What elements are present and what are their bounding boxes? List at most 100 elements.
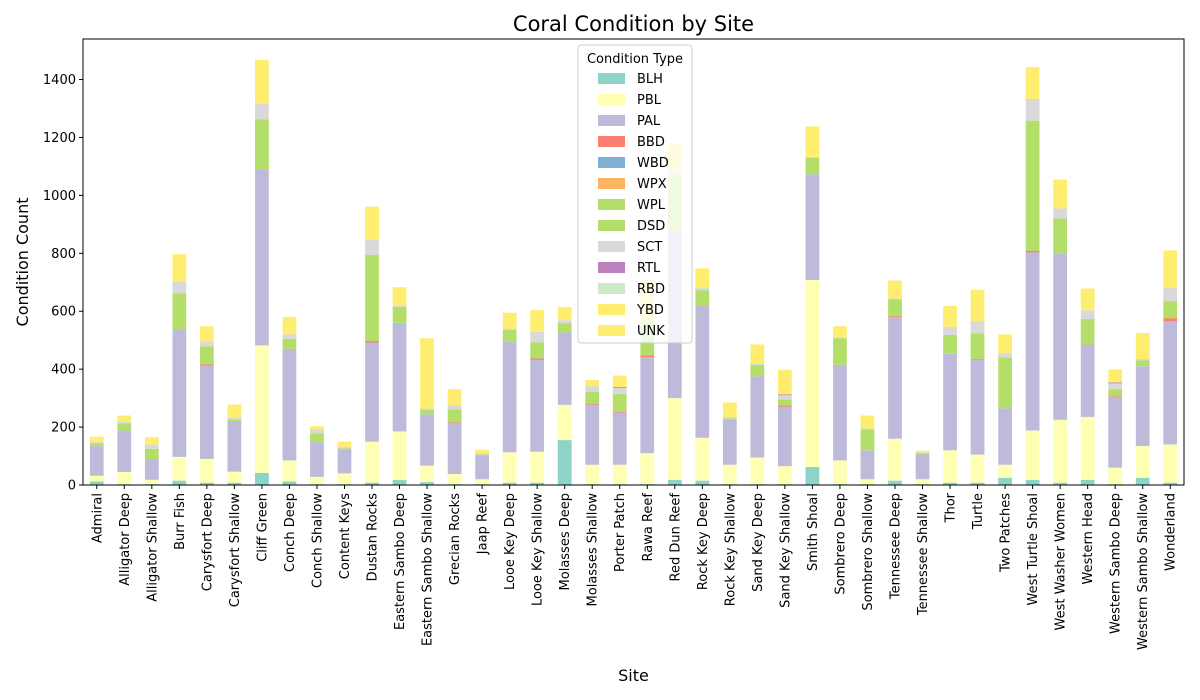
bar-segment-pal-25 — [778, 406, 792, 467]
legend-swatch-pbl — [598, 94, 625, 105]
bar-segment-pbl-23 — [722, 464, 737, 485]
bar-segment-ybd-36 — [1080, 288, 1095, 311]
bar-segment-pbl-0 — [89, 475, 104, 482]
bar-segment-pal-5 — [227, 421, 242, 472]
x-tick-label: Western Head — [1081, 493, 1096, 584]
bar-segment-wpl-13 — [447, 409, 462, 423]
bar-segment-pal-36 — [1080, 344, 1095, 417]
bar-segment-pbl-24 — [750, 457, 765, 485]
bar-segment-pal-2 — [144, 458, 159, 480]
x-tick-label: Looe Key Shallow — [531, 493, 546, 606]
bar-segment-pal-14 — [475, 456, 489, 480]
bar-segment-pbl-26 — [805, 279, 820, 468]
bar-segment-pbl-31 — [943, 450, 957, 483]
y-tick-label: 1400 — [43, 73, 76, 88]
bar-segment-wpl-6 — [255, 119, 269, 170]
x-tick-label: West Turtle Shoal — [1026, 493, 1041, 606]
bar-segment-ybd-27 — [833, 326, 847, 338]
bar-segment-blh-4 — [199, 482, 214, 485]
x-tick-label: Western Sambo Deep — [1109, 493, 1124, 634]
bar-segment-blh-32 — [970, 482, 985, 485]
legend-swatch-pal — [598, 115, 625, 126]
bar-segment-rtl-19 — [612, 387, 627, 388]
bar-segment-pal-37 — [1108, 397, 1123, 468]
bar-segment-sct-3 — [172, 281, 187, 294]
bar-segment-ybd-6 — [255, 59, 269, 104]
bar-segment-pal-15 — [502, 341, 517, 453]
bar-segment-sct-14 — [475, 453, 489, 455]
bar-segment-ybd-26 — [805, 126, 820, 157]
bar-segment-sct-6 — [255, 103, 269, 120]
bar-segment-pbl-6 — [255, 345, 269, 473]
bar-segment-wpl-4 — [199, 346, 214, 365]
bar-segment-pal-12 — [420, 414, 434, 466]
bar-segment-sct-0 — [89, 441, 104, 444]
x-tick-label: Looe Key Deep — [503, 493, 518, 590]
bar-segment-pal-26 — [805, 174, 820, 280]
bar-segment-ybd-0 — [89, 436, 104, 442]
bar-segment-blh-12 — [420, 482, 434, 485]
bar-segment-pbl-21 — [667, 398, 682, 480]
bar-segment-pbl-2 — [144, 479, 159, 485]
bar-segment-sct-38 — [1135, 359, 1150, 361]
x-tick-label: Sombrero Deep — [833, 493, 848, 595]
bar-segment-pbl-15 — [502, 452, 517, 483]
bar-segment-sct-36 — [1080, 310, 1095, 320]
legend-label-rbd: RBD — [637, 282, 665, 297]
bar-segment-pbl-16 — [530, 451, 545, 483]
bar-segment-sct-39 — [1163, 288, 1178, 302]
bar-segment-blh-7 — [282, 481, 297, 485]
bar-segment-pal-19 — [612, 412, 627, 465]
bar-segment-sct-18 — [585, 386, 600, 393]
plot-frame — [82, 38, 1185, 486]
y-tick-label: 1200 — [43, 131, 76, 146]
bar-segment-pal-29 — [888, 317, 902, 439]
bar-segment-pal-16 — [530, 359, 545, 452]
bar-segment-wpl-30 — [915, 453, 930, 455]
bar-segment-wpl-34 — [1025, 120, 1040, 251]
bar-segment-pbl-7 — [282, 460, 297, 482]
x-tick-label: Eastern Sambo Shallow — [421, 493, 436, 646]
bar-segment-bbd-18 — [585, 403, 600, 405]
bars-layer — [89, 59, 1178, 485]
bar-segment-sct-25 — [778, 395, 792, 400]
legend-swatch-bbd — [598, 136, 625, 147]
bar-segment-pbl-35 — [1053, 419, 1068, 483]
bar-segment-pbl-11 — [392, 431, 407, 480]
bar-segment-bbd-4 — [199, 364, 214, 366]
bar-segment-ybd-38 — [1135, 332, 1150, 360]
bar-segment-blh-35 — [1053, 482, 1068, 485]
bar-segment-sct-15 — [502, 328, 517, 331]
bar-segment-ybd-11 — [392, 287, 407, 306]
x-tick-label: Conch Shallow — [310, 493, 325, 588]
bar-segment-pbl-25 — [778, 466, 792, 485]
bar-segment-wpl-7 — [282, 338, 297, 349]
legend-swatch-wbd — [598, 157, 625, 168]
bar-segment-pal-10 — [365, 342, 379, 442]
bar-segment-blh-29 — [888, 480, 902, 485]
legend-label-dsd: DSD — [637, 219, 665, 234]
x-tick-label: Carysfort Shallow — [228, 493, 243, 608]
x-tick-label: Western Sambo Shallow — [1136, 493, 1151, 650]
legend-swatch-rtl — [598, 262, 625, 273]
x-tick-label: Smith Shoal — [806, 493, 821, 571]
legend-swatch-rbd — [598, 283, 625, 294]
bar-segment-wpl-32 — [970, 333, 985, 359]
bar-segment-bbd-20 — [640, 355, 655, 357]
legend-swatch-ybd — [598, 304, 625, 315]
bar-segment-pal-22 — [695, 306, 710, 438]
bar-segment-pbl-27 — [833, 460, 847, 485]
bar-segment-wpl-2 — [144, 448, 159, 459]
bar-segment-wpl-36 — [1080, 319, 1095, 345]
bar-segment-pal-30 — [915, 454, 930, 480]
x-tick-label: Porter Patch — [613, 493, 628, 572]
bar-segment-pbl-8 — [310, 476, 324, 485]
legend-label-pal: PAL — [637, 114, 661, 129]
bar-segment-ybd-34 — [1025, 67, 1040, 99]
x-axis-ticks: Admiral Alligator Deep Alligator Shallow Bu… — [90, 485, 1179, 650]
bar-segment-pbl-1 — [117, 471, 132, 485]
bar-segment-blh-10 — [365, 482, 379, 485]
bar-segment-bbd-13 — [447, 422, 462, 424]
bar-segment-wpl-33 — [998, 357, 1012, 409]
bar-segment-ybd-4 — [199, 326, 214, 342]
